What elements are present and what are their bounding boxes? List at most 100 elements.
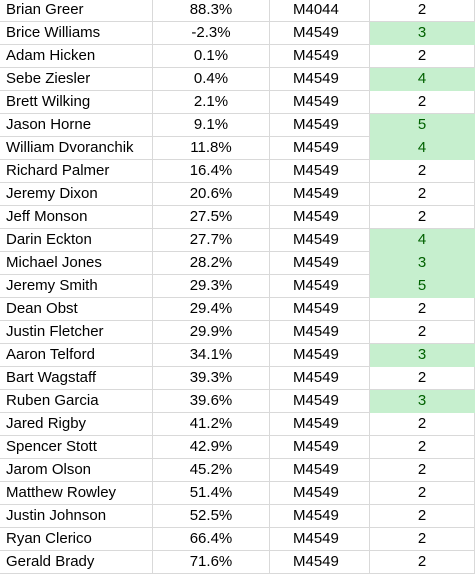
cell-code[interactable]: M4549 [270,229,370,252]
cell-score[interactable]: 2 [370,298,475,321]
cell-code[interactable]: M4549 [270,367,370,390]
cell-name[interactable]: Gerald Brady [0,551,153,574]
cell-name[interactable]: Jared Rigby [0,413,153,436]
cell-score[interactable]: 3 [370,252,475,275]
cell-name[interactable]: Michael Jones [0,252,153,275]
cell-score[interactable]: 3 [370,22,475,45]
cell-score[interactable]: 2 [370,206,475,229]
cell-percent[interactable]: 71.6% [153,551,270,574]
cell-percent[interactable]: 27.5% [153,206,270,229]
cell-score[interactable]: 4 [370,68,475,91]
cell-code[interactable]: M4549 [270,137,370,160]
cell-name[interactable]: Jeremy Smith [0,275,153,298]
cell-percent[interactable]: 88.3% [153,0,270,22]
cell-score[interactable]: 2 [370,413,475,436]
cell-code[interactable]: M4549 [270,528,370,551]
cell-code[interactable]: M4549 [270,206,370,229]
cell-code[interactable]: M4549 [270,275,370,298]
cell-percent[interactable]: 9.1% [153,114,270,137]
cell-score[interactable]: 2 [370,505,475,528]
cell-code[interactable]: M4549 [270,160,370,183]
cell-name[interactable]: William Dvoranchik [0,137,153,160]
cell-score[interactable]: 4 [370,229,475,252]
cell-percent[interactable]: 29.3% [153,275,270,298]
cell-percent[interactable]: 39.6% [153,390,270,413]
cell-percent[interactable]: -2.3% [153,22,270,45]
cell-name[interactable]: Brian Greer [0,0,153,22]
cell-percent[interactable]: 34.1% [153,344,270,367]
cell-percent[interactable]: 16.4% [153,160,270,183]
cell-score[interactable]: 2 [370,482,475,505]
cell-score[interactable]: 5 [370,275,475,298]
cell-name[interactable]: Jason Horne [0,114,153,137]
cell-code[interactable]: M4044 [270,0,370,22]
cell-score[interactable]: 2 [370,551,475,574]
cell-name[interactable]: Ryan Clerico [0,528,153,551]
cell-name[interactable]: Matthew Rowley [0,482,153,505]
cell-name[interactable]: Aaron Telford [0,344,153,367]
cell-name[interactable]: Brett Wilking [0,91,153,114]
cell-score[interactable]: 2 [370,160,475,183]
cell-score[interactable]: 4 [370,137,475,160]
cell-name[interactable]: Bart Wagstaff [0,367,153,390]
cell-name[interactable]: Darin Eckton [0,229,153,252]
cell-score[interactable]: 5 [370,114,475,137]
cell-percent[interactable]: 29.4% [153,298,270,321]
cell-percent[interactable]: 27.7% [153,229,270,252]
cell-code[interactable]: M4549 [270,321,370,344]
cell-code[interactable]: M4549 [270,459,370,482]
cell-percent[interactable]: 28.2% [153,252,270,275]
cell-code[interactable]: M4549 [270,413,370,436]
cell-score[interactable]: 2 [370,367,475,390]
cell-code[interactable]: M4549 [270,91,370,114]
cell-name[interactable]: Brice Williams [0,22,153,45]
cell-code[interactable]: M4549 [270,22,370,45]
cell-percent[interactable]: 51.4% [153,482,270,505]
cell-score[interactable]: 2 [370,183,475,206]
cell-code[interactable]: M4549 [270,344,370,367]
cell-percent[interactable]: 11.8% [153,137,270,160]
cell-percent[interactable]: 42.9% [153,436,270,459]
cell-percent[interactable]: 20.6% [153,183,270,206]
cell-score[interactable]: 2 [370,91,475,114]
cell-score[interactable]: 2 [370,436,475,459]
cell-name[interactable]: Adam Hicken [0,45,153,68]
cell-score[interactable]: 2 [370,321,475,344]
cell-code[interactable]: M4549 [270,390,370,413]
cell-percent[interactable]: 41.2% [153,413,270,436]
cell-code[interactable]: M4549 [270,68,370,91]
cell-name[interactable]: Richard Palmer [0,160,153,183]
cell-name[interactable]: Justin Johnson [0,505,153,528]
cell-score[interactable]: 2 [370,459,475,482]
cell-score[interactable]: 2 [370,45,475,68]
cell-name[interactable]: Sebe Ziesler [0,68,153,91]
cell-score[interactable]: 2 [370,528,475,551]
cell-percent[interactable]: 2.1% [153,91,270,114]
cell-name[interactable]: Ruben Garcia [0,390,153,413]
cell-percent[interactable]: 0.1% [153,45,270,68]
cell-code[interactable]: M4549 [270,551,370,574]
cell-score[interactable]: 2 [370,0,475,22]
cell-percent[interactable]: 66.4% [153,528,270,551]
cell-code[interactable]: M4549 [270,298,370,321]
cell-percent[interactable]: 45.2% [153,459,270,482]
cell-code[interactable]: M4549 [270,183,370,206]
cell-name[interactable]: Jarom Olson [0,459,153,482]
cell-code[interactable]: M4549 [270,436,370,459]
cell-code[interactable]: M4549 [270,505,370,528]
cell-percent[interactable]: 39.3% [153,367,270,390]
cell-percent[interactable]: 0.4% [153,68,270,91]
cell-name[interactable]: Jeremy Dixon [0,183,153,206]
cell-score[interactable]: 3 [370,390,475,413]
cell-percent[interactable]: 52.5% [153,505,270,528]
cell-code[interactable]: M4549 [270,45,370,68]
cell-name[interactable]: Justin Fletcher [0,321,153,344]
cell-code[interactable]: M4549 [270,252,370,275]
cell-code[interactable]: M4549 [270,114,370,137]
cell-percent[interactable]: 29.9% [153,321,270,344]
cell-name[interactable]: Jeff Monson [0,206,153,229]
cell-name[interactable]: Spencer Stott [0,436,153,459]
cell-name[interactable]: Dean Obst [0,298,153,321]
cell-code[interactable]: M4549 [270,482,370,505]
cell-score[interactable]: 3 [370,344,475,367]
